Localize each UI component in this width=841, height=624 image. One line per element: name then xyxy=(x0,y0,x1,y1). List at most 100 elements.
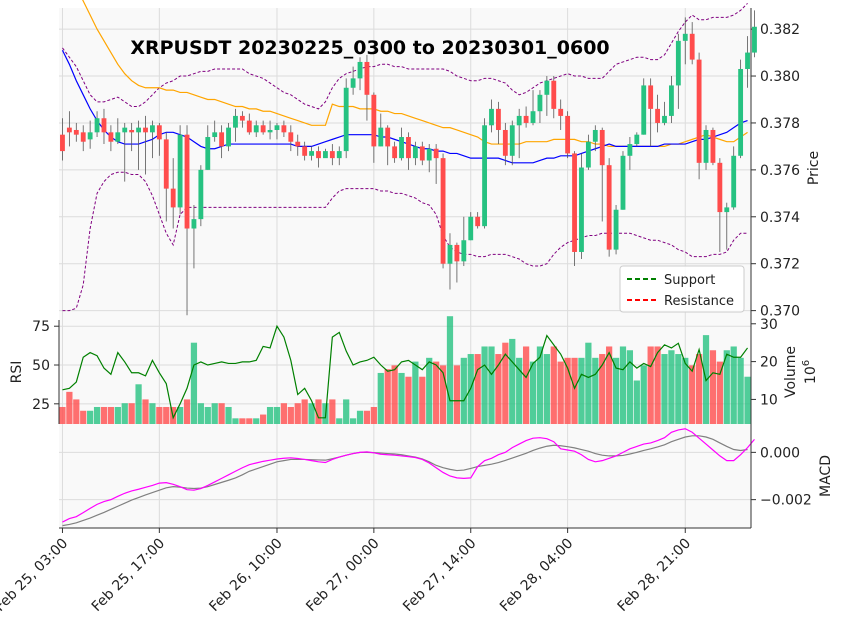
volume-bar xyxy=(599,354,606,424)
candle-body xyxy=(350,78,356,88)
volume-bar xyxy=(273,406,281,424)
x-axis: Feb 25, 03:00 Feb 25, 17:00 Feb 26, 10:00 F… xyxy=(0,527,751,615)
candle-body xyxy=(73,129,79,135)
volume-bar xyxy=(204,406,211,424)
legend: Support Resistance xyxy=(619,265,745,313)
volume-bar xyxy=(585,342,592,424)
candle-body xyxy=(475,216,481,227)
candle-body xyxy=(177,134,183,208)
volume-bar xyxy=(516,357,523,424)
candle-body xyxy=(267,129,273,133)
volume-bar xyxy=(329,399,336,424)
candle-body xyxy=(745,52,750,69)
volume-bar xyxy=(689,365,696,424)
candle-body xyxy=(579,167,584,252)
candle-body xyxy=(302,146,308,156)
volume-exponent-label: 106 xyxy=(801,360,819,384)
candle-body xyxy=(703,129,709,163)
candle-body xyxy=(655,108,661,123)
candle-body xyxy=(710,129,716,163)
candle-body xyxy=(233,115,238,128)
candle-body xyxy=(60,134,65,152)
volume-bar xyxy=(675,354,682,424)
candle-body xyxy=(184,134,190,229)
candle-body xyxy=(599,129,605,166)
volume-bar xyxy=(460,357,467,424)
rsi-plot-area xyxy=(59,320,751,424)
candle-body xyxy=(392,146,398,159)
candle-body xyxy=(246,120,252,133)
candle-body xyxy=(641,85,647,135)
volume-bar xyxy=(183,399,191,424)
candle-body xyxy=(329,151,335,159)
volume-bar xyxy=(668,350,675,424)
volume-bar xyxy=(80,410,87,424)
volume-bar xyxy=(661,354,668,424)
volume-bar xyxy=(550,346,557,424)
price-tick-label: 0.380 xyxy=(760,69,800,85)
volume-bar xyxy=(287,406,294,424)
x-tick-label: Feb 26, 10:00 xyxy=(206,536,285,615)
volume-bar xyxy=(211,403,218,424)
candle-body xyxy=(634,134,640,145)
volume-exponent-base: 10 xyxy=(803,366,819,384)
candle-body xyxy=(495,108,501,130)
candle-body xyxy=(572,153,577,252)
price-tick-label: 0.370 xyxy=(760,304,800,320)
price-tick-label: 0.372 xyxy=(760,257,800,273)
volume-bar xyxy=(391,365,398,424)
volume-bar xyxy=(114,406,121,424)
volume-exponent-power: 6 xyxy=(801,360,812,366)
candle-body xyxy=(461,240,467,262)
volume-bar xyxy=(363,410,371,424)
volume-bar xyxy=(412,361,419,424)
candle-body xyxy=(281,125,287,133)
volume-bar xyxy=(343,399,350,424)
x-tick-label: Feb 28, 04:00 xyxy=(497,536,576,615)
price-tick-label: 0.378 xyxy=(760,116,800,132)
volume-bar xyxy=(349,418,357,424)
volume-bar xyxy=(156,406,163,424)
candle-body xyxy=(454,244,460,262)
volume-bar xyxy=(87,410,94,424)
candle-body xyxy=(551,80,557,109)
macd-panel: −0.002 0.000 MACD xyxy=(59,424,834,528)
sma-line xyxy=(61,49,748,164)
candle-body xyxy=(94,118,100,133)
volume-bar xyxy=(142,399,149,424)
candle-body xyxy=(731,155,737,208)
candle-body xyxy=(170,188,176,208)
volume-bar xyxy=(557,361,564,424)
volume-bar xyxy=(149,403,156,424)
x-tick-label: Feb 28, 21:00 xyxy=(615,536,694,615)
volume-bar xyxy=(522,346,530,424)
rsi-tick-label: 75 xyxy=(32,319,50,335)
volume-bar xyxy=(218,403,225,424)
candle-body xyxy=(87,132,93,140)
volume-bar xyxy=(592,357,599,424)
price-panel: 0.370 0.372 0.374 0.376 0.378 0.380 0.382 Price… xyxy=(59,0,822,320)
volume-bar xyxy=(744,376,751,424)
volume-bar xyxy=(260,414,267,424)
candle-body xyxy=(295,141,301,147)
volume-bar xyxy=(107,406,115,424)
volume-bar xyxy=(695,354,703,424)
candle-body xyxy=(219,132,225,147)
volume-bar xyxy=(253,418,260,424)
volume-bar xyxy=(543,354,550,424)
candle-body xyxy=(101,118,107,133)
candle-body xyxy=(468,216,474,241)
volume-bar xyxy=(509,338,516,424)
volume-bar xyxy=(370,406,377,424)
price-tick-label: 0.376 xyxy=(760,163,800,179)
volume-bar xyxy=(723,350,730,424)
candle-body xyxy=(606,165,612,250)
legend-resistance-label: Resistance xyxy=(664,294,734,309)
volume-bar xyxy=(606,346,613,424)
volume-bar xyxy=(197,403,204,424)
legend-support-label: Support xyxy=(664,273,715,288)
volume-bar xyxy=(709,350,717,424)
volume-bar xyxy=(536,346,544,424)
bollinger-upper-line xyxy=(62,2,748,110)
volume-bar xyxy=(59,406,66,424)
